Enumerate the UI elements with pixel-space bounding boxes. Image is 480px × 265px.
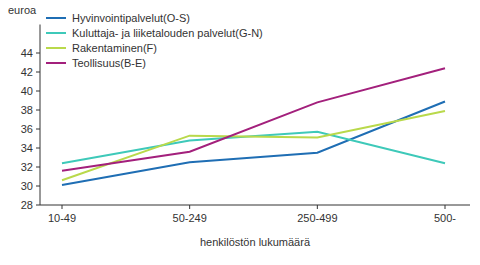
y-tick-label: 38 (21, 104, 33, 116)
lines (62, 68, 445, 185)
x-tick (317, 205, 318, 209)
legend-swatch (46, 32, 66, 34)
y-tick (36, 205, 40, 206)
x-tick (445, 205, 446, 209)
x-tick-label: 500- (434, 212, 456, 224)
legend-swatch (46, 62, 66, 64)
y-tick (36, 167, 40, 168)
y-tick (36, 72, 40, 73)
legend-swatch (46, 17, 66, 19)
legend-label: Hyvinvointipalvelut(O-S) (72, 12, 190, 24)
y-tick-label: 28 (21, 199, 33, 211)
y-tick-label: 42 (21, 66, 33, 78)
y-tick (36, 186, 40, 187)
y-tick (36, 129, 40, 130)
y-tick (36, 110, 40, 111)
y-tick (36, 148, 40, 149)
legend-label: Teollisuus(B-E) (72, 57, 146, 69)
legend-label: Kuluttaja- ja liiketalouden palvelut(G-N… (72, 27, 263, 39)
series-line (62, 101, 445, 185)
y-tick (36, 53, 40, 54)
series-line (62, 68, 445, 171)
legend-label: Rakentaminen(F) (72, 42, 157, 54)
y-tick-label: 44 (21, 47, 33, 59)
x-tick-label: 250-499 (297, 212, 337, 224)
chart: 28 30 32 34 36 38 40 42 44 10-49 50-249 250-499 500-… (0, 0, 480, 265)
y-tick-label: 32 (21, 161, 33, 173)
y-axis (40, 25, 41, 206)
series-line (62, 111, 445, 180)
y-tick (36, 91, 40, 92)
y-tick-label: 36 (21, 123, 33, 135)
x-tick-label: 50-249 (173, 212, 207, 224)
x-tick-label: 10-49 (48, 212, 76, 224)
legend-swatch (46, 47, 66, 49)
x-tick (62, 205, 63, 209)
y-tick-label: 30 (21, 180, 33, 192)
x-axis (40, 205, 470, 206)
y-tick-label: 34 (21, 142, 33, 154)
x-tick (189, 205, 190, 209)
x-axis-label: henkilöstön lukumäärä (200, 236, 311, 248)
y-axis-label: euroa (8, 4, 37, 16)
y-tick-label: 40 (21, 85, 33, 97)
